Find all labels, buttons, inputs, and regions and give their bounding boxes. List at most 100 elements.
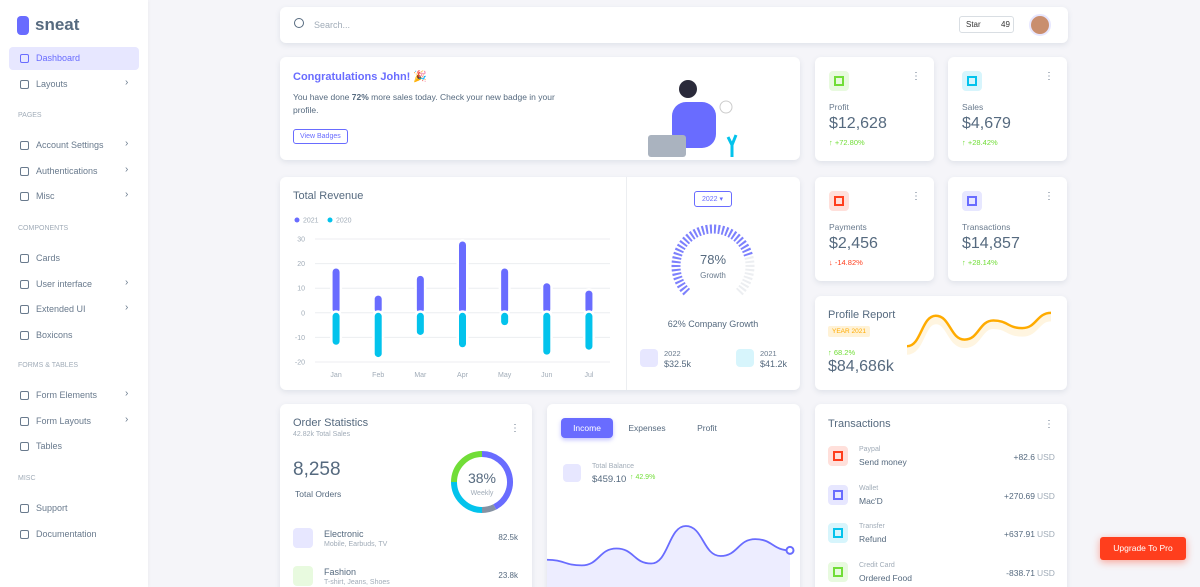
stat-label: Profit [829,102,849,112]
upgrade-button[interactable]: Upgrade To Pro [1100,537,1186,560]
chevron: › [125,388,129,399]
legend-label: 2020 [336,218,352,225]
menu-icon [20,54,29,63]
chevron: › [125,77,129,88]
sidebar: sneat Dashboard Layouts › PAGES Account Sett… [0,0,148,587]
stat-card: ⋮ Sales $4,679 ↑ +28.42% [948,57,1067,161]
text: You have done [293,92,352,102]
menu-dots[interactable]: ⋮ [911,71,921,82]
income-line [546,525,791,567]
menu-item[interactable]: Form Layouts › [9,410,139,433]
chart: 2021 2020 30 20 10 0 -10 -20 Jan Feb Mar Apr May Jun J… [294,217,755,379]
change: 42.9% [635,474,656,481]
growth-year: 2021 [760,349,777,358]
profile-title: Profile Report [828,309,896,321]
income-end-point [785,545,795,555]
menu-label: Tables [36,441,63,452]
search-input[interactable]: Search... [314,20,351,30]
balance: $459.10 [592,474,627,485]
section-header: COMPONENTS [18,225,69,232]
menu-item[interactable]: Support [9,497,139,520]
txn-currency: USD [1037,490,1055,501]
revenue-card: Total Revenue 2022 ▾ 62% Company Growth … [280,177,800,390]
growth-year: 2022 [664,349,681,358]
category-name: Electronic [324,529,364,539]
txn-icon [828,561,848,582]
menu-item[interactable]: Account Settings › [9,134,139,157]
menu-icon [20,504,29,513]
txn-amount: +82.6 [1013,452,1035,462]
star-button[interactable]: Star 49 [959,16,1014,33]
chart: 38% Weekly [451,451,513,513]
menu-item[interactable]: Boxicons [9,324,139,347]
menu-dots[interactable]: ⋮ [1044,419,1054,430]
menu-item[interactable]: Documentation [9,523,139,546]
x-tick-label: Jul [584,372,593,379]
category-desc: Mobile, Earbuds, TV [324,541,388,548]
change: +28.14% [967,258,998,267]
menu-dots[interactable]: ⋮ [911,191,921,202]
menu-dots[interactable]: ⋮ [510,423,520,434]
menu-item[interactable]: Tables [9,435,139,458]
x-tick-label: Jun [541,372,552,379]
donut-segment [481,504,497,513]
menu-item[interactable]: Extended UI › [9,298,139,321]
growth-amount: $41.2k [760,359,788,369]
donut-segment [481,451,513,510]
tab[interactable]: Income [561,418,613,438]
orders-total: 8,258 [293,459,341,480]
year-select[interactable]: 2022 ▾ [694,191,732,207]
bar [456,310,469,350]
growth-icon [736,349,754,367]
menu-icon [20,305,29,315]
divider [626,177,627,390]
txn-label: Mac'D [859,495,883,506]
tab[interactable]: Expenses [628,423,666,433]
brand: sneat [35,15,80,34]
profile-card: Profile Report YEAR 2021 ↑ 68.2% $84,686… [815,296,1067,390]
menu-item[interactable]: Form Elements › [9,384,139,407]
menu-item[interactable]: Dashboard [9,47,139,70]
balance-label: Total Balance [592,463,635,470]
menu-item[interactable]: Misc › [9,185,139,208]
bar [540,280,553,316]
menu-label: Form Elements [36,390,98,400]
text: more sales today. Check your new badge i… [293,92,555,115]
menu-item[interactable]: Layouts › [9,73,139,96]
txn-amount: -838.71 [1006,567,1035,578]
y-tick-label: -10 [295,335,305,342]
menu-dots[interactable]: ⋮ [1044,71,1054,82]
menu-label: Authentications [36,165,98,176]
menu-item[interactable]: Authentications › [9,160,139,183]
menu-label: User interface [36,278,93,289]
y-tick-label: 30 [297,237,305,244]
category-value: 23.8k [498,571,518,580]
stat-label: Sales [962,102,984,112]
menu-icon [20,529,29,539]
menu-label: Layouts [36,79,68,89]
profile-line-shadow [906,314,1052,355]
change: -14.82% [834,258,863,267]
stat-change: ↓ -14.82% [829,258,863,267]
menu-item[interactable]: Cards [9,247,139,270]
chevron: › [125,413,129,425]
avatar[interactable] [1029,14,1051,36]
chevron: › [125,276,129,288]
tab[interactable]: Profit [697,423,717,433]
chevron: › [125,189,129,201]
menu-dots[interactable]: ⋮ [1044,191,1054,202]
stat-icon [962,191,982,211]
chevron: › [125,163,129,175]
orders-total-label: Total Orders [295,489,342,499]
stat-value: $4,679 [962,115,1011,132]
orders-title: Order Statistics [293,417,369,429]
menu-item[interactable]: User interface › [9,273,139,296]
search-icon [294,18,304,28]
txn-label: Refund [859,534,887,544]
stat-label: Payments [829,222,867,232]
menu-icon [20,331,29,341]
bar [456,238,469,316]
stat-icon [829,71,849,91]
view-badges-button[interactable]: View Badges [293,129,348,144]
star-count: 49 [1001,20,1010,29]
